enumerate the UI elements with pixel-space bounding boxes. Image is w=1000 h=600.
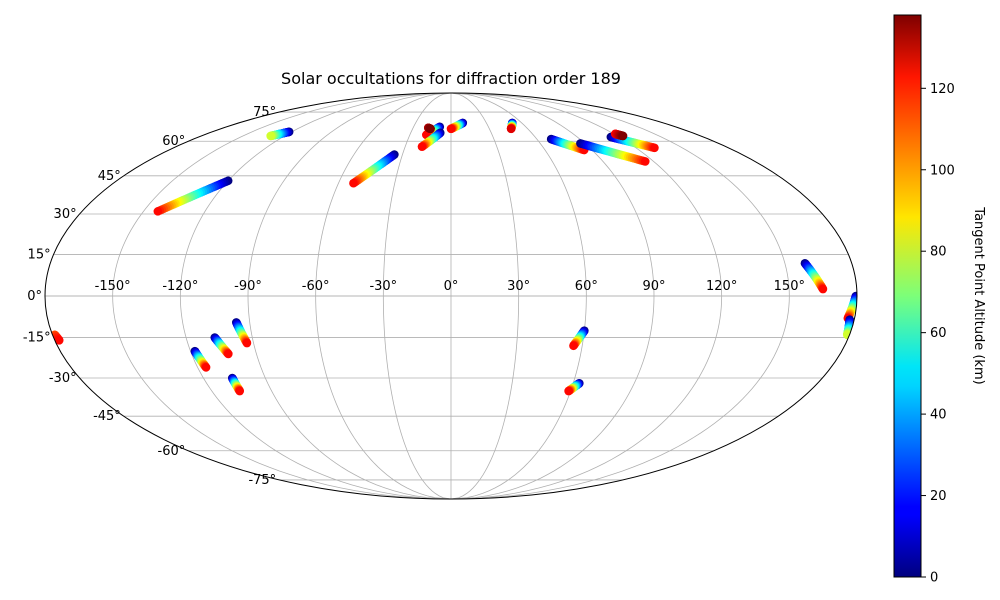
colorbar-tick-label: 80: [930, 245, 947, 260]
track-point: [54, 336, 64, 345]
track-point: [235, 386, 245, 396]
lon-tick-label: -30°: [369, 279, 397, 294]
track-point: [506, 124, 516, 134]
occultation-tracks: [50, 118, 857, 396]
lon-tick-label: 120°: [706, 279, 737, 294]
lon-tick-label: 150°: [774, 279, 805, 294]
lon-tick-label: 30°: [507, 279, 530, 294]
colorbar: 0 20 40 60 80 100 120 Tangent Point Altitude (…: [893, 14, 986, 586]
track-point: [426, 124, 435, 134]
colorbar-label: Tangent Point Altitude (km): [971, 206, 986, 384]
occultation-track: [576, 139, 650, 166]
lat-tick-label: 60°: [162, 134, 185, 149]
lat-tick-label: 0°: [27, 289, 42, 304]
track-point: [650, 143, 659, 153]
occultation-track: [506, 118, 517, 134]
colorbar-tick-label: 40: [930, 408, 947, 423]
occultation-track: [569, 326, 589, 351]
occultation-track: [227, 373, 245, 396]
track-point: [266, 131, 275, 141]
lat-tick-label: -30°: [49, 371, 77, 386]
colorbar-tick-label: 120: [930, 82, 955, 97]
track-point: [446, 124, 456, 134]
track-point: [201, 363, 211, 372]
lon-tick-label: 60°: [575, 279, 598, 294]
lat-tick-label: -75°: [248, 473, 276, 488]
lon-tick-label: -150°: [95, 279, 131, 294]
occultation-track: [800, 258, 828, 294]
globe-outline: [44, 92, 858, 500]
occultation-track: [423, 123, 435, 134]
occultation-track: [564, 378, 584, 396]
track-point: [640, 157, 650, 166]
colorbar-tick-label: 0: [930, 571, 938, 586]
lon-tick-label: -90°: [234, 279, 262, 294]
colorbar-tick-label: 20: [930, 489, 947, 504]
track-point: [564, 386, 573, 396]
lat-tick-label: -15°: [23, 331, 51, 346]
latitude-tick-labels: 75° 60° 45° 30° 15° 0° -15° -30° -45° -60° -75°: [23, 105, 276, 488]
lat-tick-label: 15°: [28, 247, 51, 262]
track-point: [818, 284, 828, 294]
occultation-track: [190, 346, 211, 372]
occultation-track: [417, 128, 445, 151]
occultation-track: [843, 315, 855, 340]
colorbar-tick-label: 100: [930, 163, 955, 178]
chart-title: Solar occultations for diffraction order…: [281, 69, 621, 88]
occultation-track: [446, 118, 468, 134]
occultation-track: [232, 318, 252, 348]
occultation-track: [349, 150, 399, 188]
lon-tick-label: 0°: [444, 279, 459, 294]
longitude-tick-labels: -150° -120° -90° -60° -30° 0° 30° 60° 90° 120° 150…: [95, 279, 805, 294]
lat-tick-label: -60°: [158, 444, 186, 459]
occultation-track: [153, 176, 233, 216]
track-point: [618, 131, 628, 141]
track-point: [242, 338, 252, 348]
lon-tick-label: 90°: [642, 279, 665, 294]
occultation-track: [266, 127, 294, 141]
track-point: [153, 207, 163, 216]
lat-tick-label: -45°: [93, 409, 121, 424]
lat-tick-label: 45°: [98, 169, 121, 184]
track-point: [417, 142, 427, 151]
colorbar-ticks: 0 20 40 60 80 100 120: [921, 82, 955, 586]
track-point: [569, 341, 578, 351]
graticule-grid: [45, 93, 857, 499]
occultation-track: [210, 333, 233, 359]
track-point: [224, 349, 233, 359]
lat-tick-label: 75°: [253, 105, 276, 120]
colorbar-gradient: [893, 14, 922, 578]
occultation-track: [610, 129, 628, 141]
track-point: [349, 178, 358, 188]
occultation-track: [50, 330, 64, 345]
colorbar-tick-label: 60: [930, 326, 947, 341]
lon-tick-label: -120°: [162, 279, 198, 294]
lon-tick-label: -60°: [302, 279, 330, 294]
lat-tick-label: 30°: [54, 207, 77, 222]
